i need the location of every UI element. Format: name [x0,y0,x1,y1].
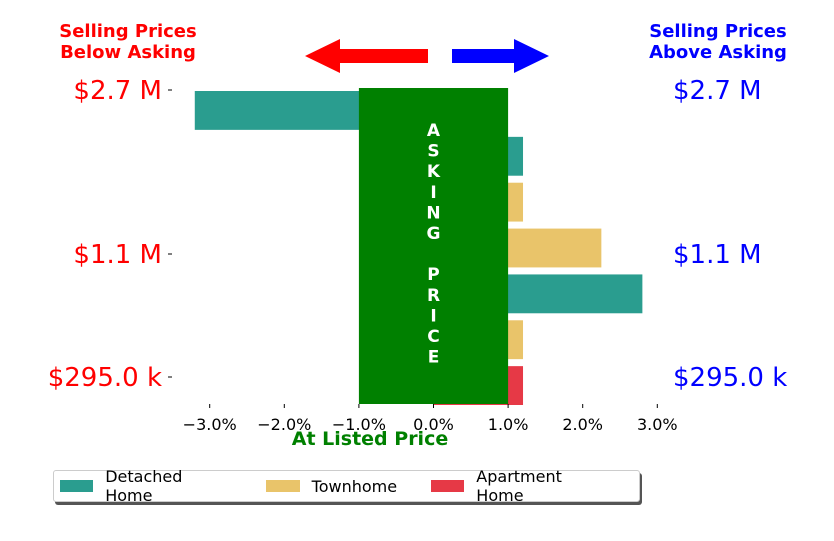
y-tick-label-left: $295.0 k [48,363,162,393]
right-arrow-icon [452,39,549,73]
asking-price-letter: P [427,265,439,285]
legend-swatch-detached [60,480,94,492]
y-tick-label-right: $2.7 M [673,76,762,106]
header-below-line1: Selling Prices [59,21,197,42]
y-tick-label-right: $295.0 k [673,363,787,393]
x-tick-label: −3.0% [183,415,237,434]
left-arrow-icon [305,39,428,73]
legend-label-townhome: Townhome [311,476,398,496]
legend-swatch-townhome [265,480,300,492]
header-above-line2: Above Asking [649,42,787,63]
asking-price-letter: G [427,224,441,244]
legend-item-apartment: Apartment Home [431,467,611,505]
header-above-line1: Selling Prices [649,21,787,42]
legend-label-apartment: Apartment Home [476,467,562,505]
header-above-asking: Selling Prices Above Asking [618,21,818,63]
asking-price-letter: E [428,348,440,368]
asking-price-letter: I [430,183,436,203]
x-axis-label: At Listed Price [292,428,448,450]
y-tick-labels-right: $2.7 M $1.1 M $295.0 k [673,76,787,393]
asking-price-letter: N [426,203,440,223]
y-tick-label-left: $2.7 M [73,76,162,106]
x-axis: −3.0% −2.0% −1.0% 0.0% 1.0% 2.0% 3.0% [183,404,678,434]
asking-price-letter: S [427,142,439,162]
header-below-line2: Below Asking [60,42,196,63]
y-tick-labels-left: $2.7 M $1.1 M $295.0 k [48,76,172,393]
y-tick-label-right: $1.1 M [673,240,762,270]
header-below-asking: Selling Prices Below Asking [28,21,228,63]
x-tick-label: 3.0% [637,415,678,434]
y-tick-label-left: $1.1 M [73,240,162,270]
x-tick-label: 0.0% [413,415,454,434]
x-tick-label: −2.0% [257,415,311,434]
x-tick-label: 1.0% [488,415,529,434]
asking-price-letter: A [427,121,441,141]
asking-price-rect [358,88,509,404]
asking-price-letter: K [427,162,441,182]
asking-price-letter: I [430,306,436,326]
asking-price-letter: C [427,327,439,347]
x-tick-label: 2.0% [562,415,603,434]
legend-item-detached: Detached Home [60,467,232,505]
legend-label-detached: Detached Home [105,467,183,505]
x-tick-label: −1.0% [332,415,386,434]
legend: Detached Home Townhome Apartment Home [53,467,640,505]
legend-item-townhome: Townhome [265,476,398,496]
direction-arrows [305,39,549,73]
legend-swatch-apartment [431,480,465,492]
asking-price-letter: R [427,286,440,306]
